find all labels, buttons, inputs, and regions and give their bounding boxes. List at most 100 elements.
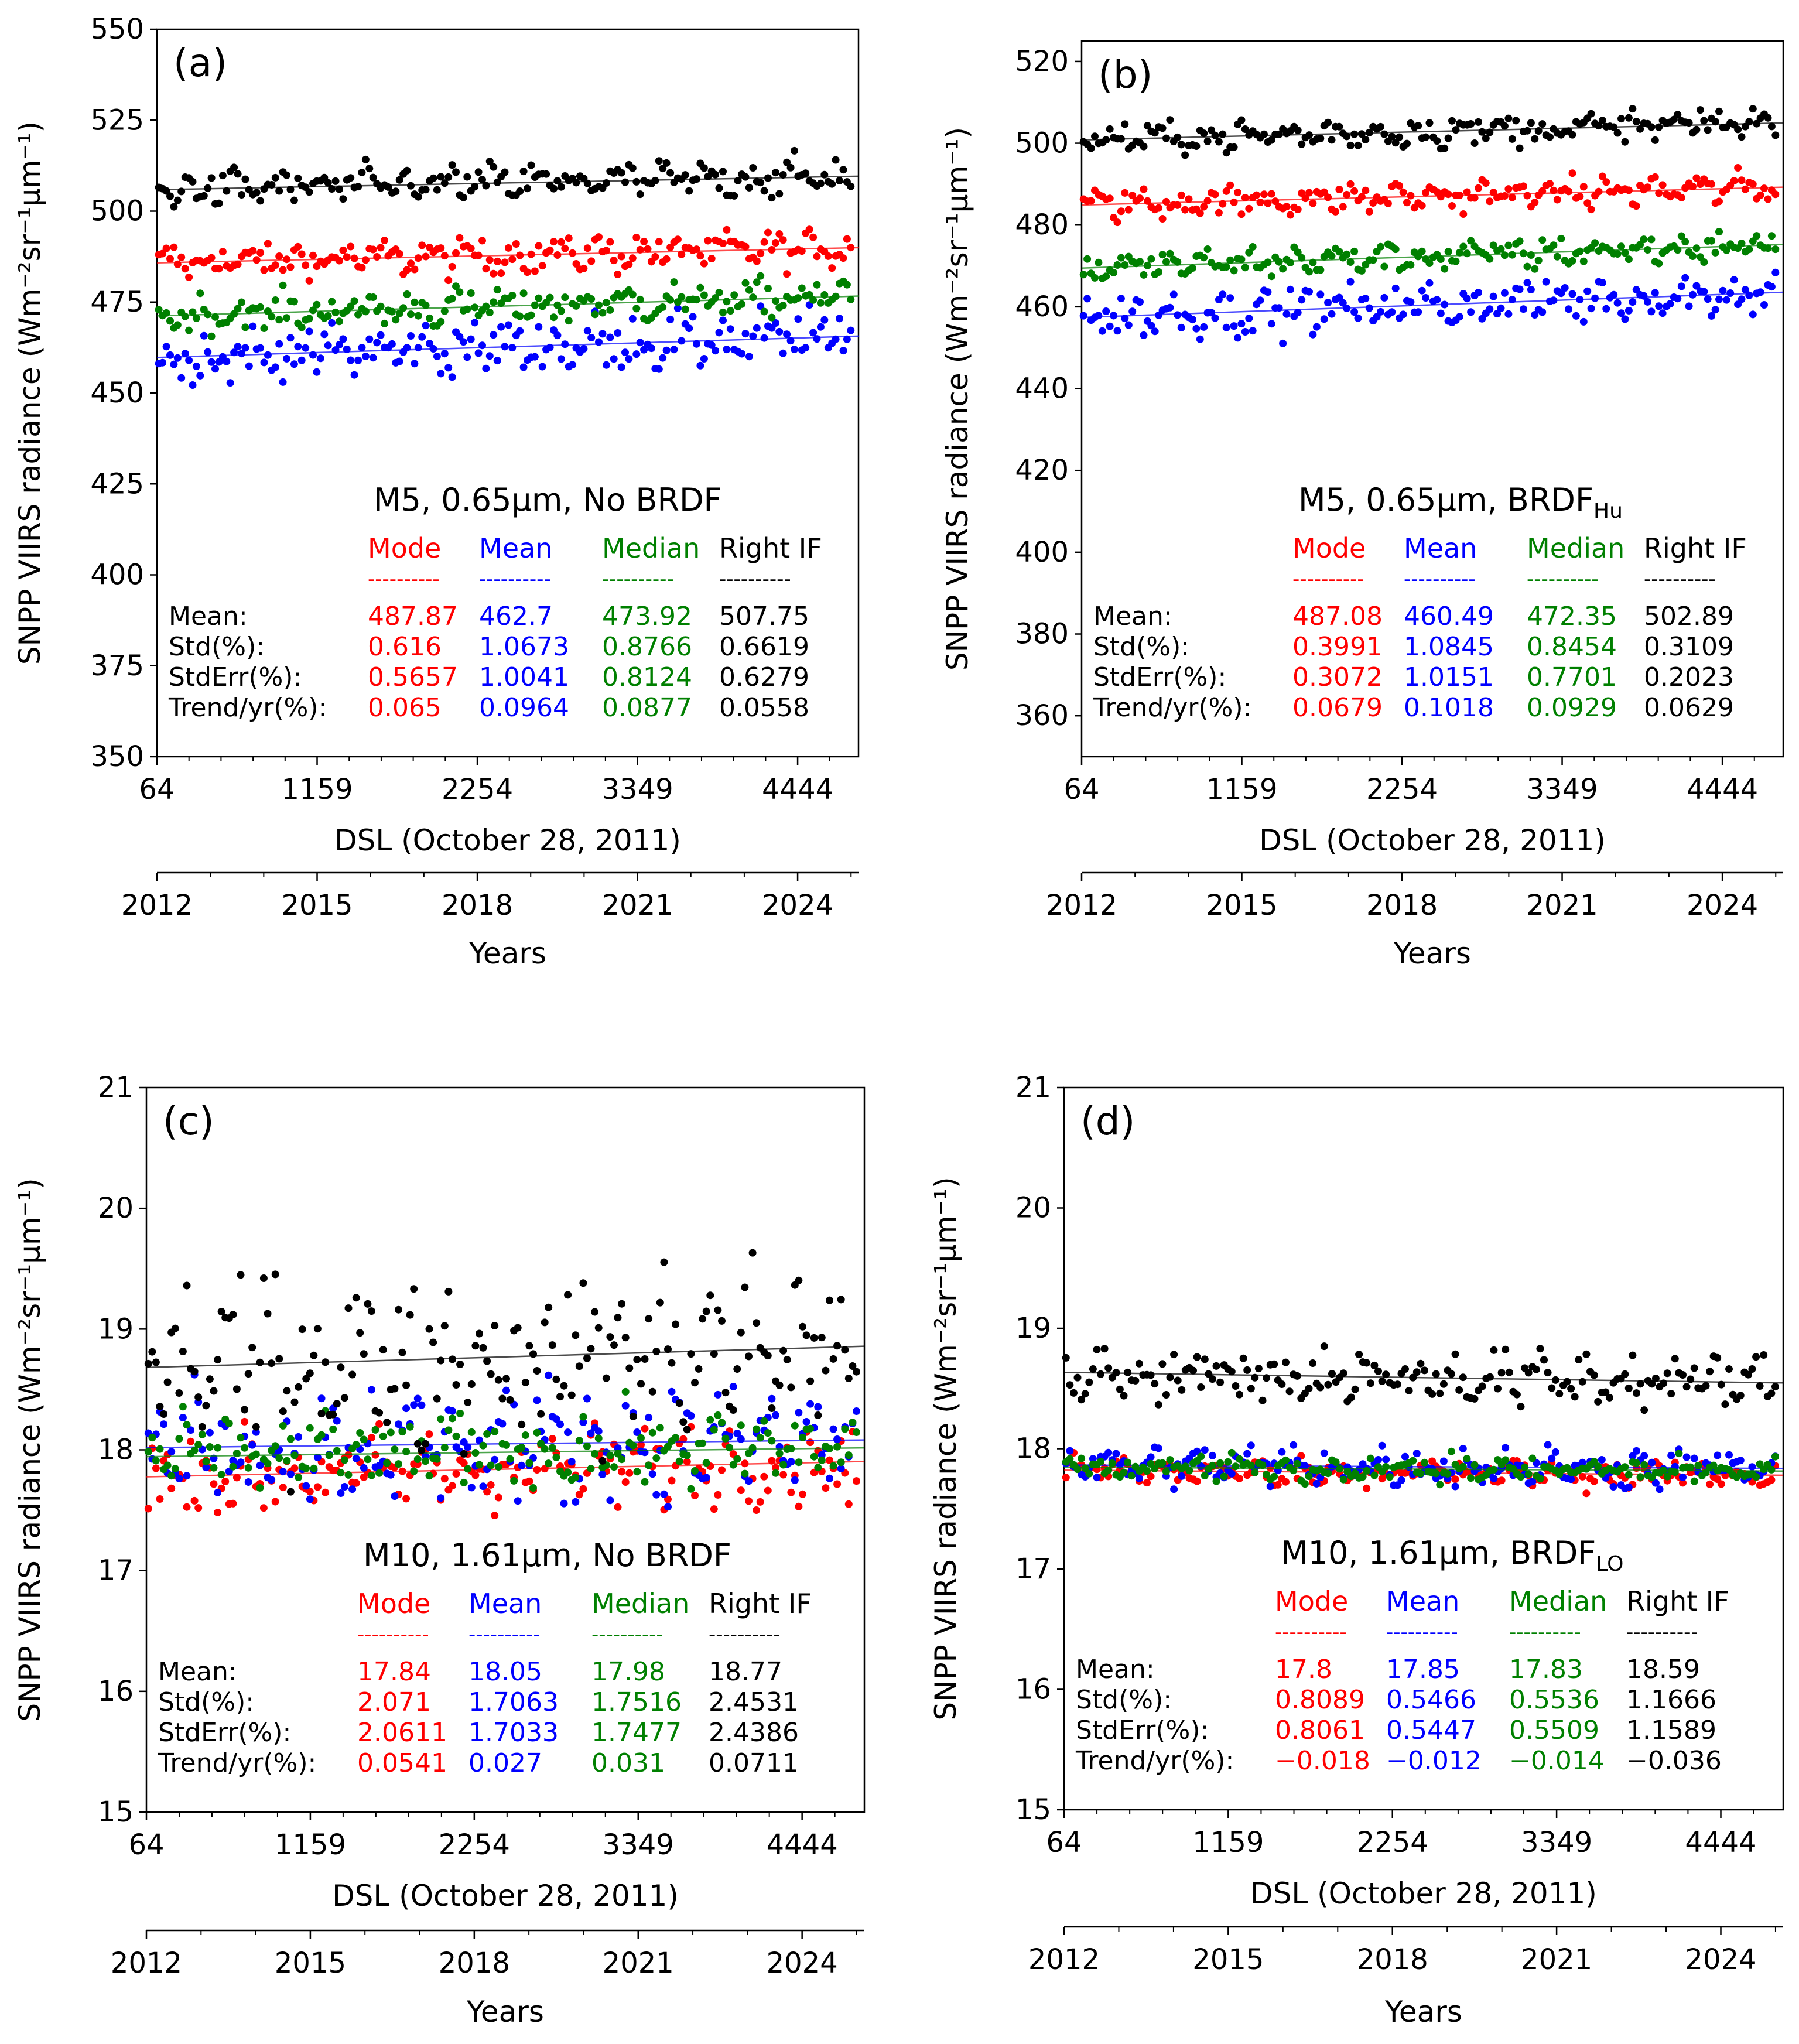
data-point xyxy=(564,1291,572,1299)
data-point xyxy=(347,302,355,310)
data-point xyxy=(316,354,324,363)
data-point xyxy=(1417,1469,1425,1478)
data-point xyxy=(1557,289,1565,298)
data-point xyxy=(1346,258,1355,266)
data-point xyxy=(1459,242,1468,251)
data-point xyxy=(598,330,607,338)
data-point xyxy=(726,1444,734,1452)
data-point xyxy=(719,239,727,247)
data-point xyxy=(1365,304,1373,312)
data-point xyxy=(689,313,697,321)
stats-title: M5, 0.65μm, BRDFHu xyxy=(1298,481,1623,523)
trend-line xyxy=(156,247,859,264)
data-point xyxy=(449,1414,456,1423)
data-point xyxy=(298,1325,306,1334)
data-point xyxy=(464,1443,472,1451)
data-point xyxy=(367,1386,375,1394)
x-tick-label: 64 xyxy=(1063,773,1099,806)
data-point xyxy=(283,354,290,363)
data-point xyxy=(268,181,276,189)
data-point xyxy=(148,1434,156,1442)
stats-value: 1.7033 xyxy=(468,1718,559,1748)
data-point xyxy=(1576,193,1584,200)
data-point xyxy=(175,1475,183,1482)
x-axis-label: DSL (October 28, 2011) xyxy=(332,1879,679,1913)
data-point xyxy=(234,260,242,268)
stats-value: 1.0673 xyxy=(479,632,569,662)
data-point xyxy=(1264,199,1272,207)
data-point xyxy=(275,1454,283,1462)
y-tick-label: 17 xyxy=(1015,1553,1051,1585)
trend-line xyxy=(146,1447,865,1458)
data-point xyxy=(177,374,186,382)
data-point xyxy=(1401,1365,1409,1373)
data-point xyxy=(179,1414,187,1421)
data-point xyxy=(816,179,825,187)
data-point xyxy=(640,237,648,245)
data-point xyxy=(1343,250,1351,258)
panel-label: (c) xyxy=(163,1099,214,1144)
y-tick-label: 350 xyxy=(90,740,144,773)
data-point xyxy=(279,266,287,274)
data-point xyxy=(537,1440,545,1448)
data-point xyxy=(1104,1364,1113,1372)
data-point xyxy=(1647,307,1656,316)
data-point xyxy=(1140,331,1148,339)
data-point xyxy=(1663,1369,1671,1378)
data-point xyxy=(1220,1472,1228,1481)
data-point xyxy=(1258,1396,1267,1404)
data-point xyxy=(824,252,832,260)
data-point xyxy=(1143,122,1151,130)
data-point xyxy=(621,1478,630,1486)
data-point xyxy=(1140,185,1148,193)
year-axis-label: Years xyxy=(1393,936,1471,970)
data-point xyxy=(779,349,787,357)
data-point xyxy=(456,234,464,242)
data-point xyxy=(413,1394,422,1403)
data-point xyxy=(1158,1459,1167,1467)
data-point xyxy=(828,264,836,272)
data-point xyxy=(1448,1447,1455,1455)
stats-row-label: Mean: xyxy=(1093,601,1172,631)
data-point xyxy=(844,1451,853,1459)
data-point xyxy=(783,330,791,339)
data-point xyxy=(1520,182,1527,190)
data-point xyxy=(679,1418,688,1426)
data-point xyxy=(579,1418,587,1426)
data-point xyxy=(1656,1485,1664,1493)
data-point xyxy=(1463,188,1471,196)
data-point xyxy=(1362,135,1370,143)
data-point xyxy=(375,1469,384,1477)
data-point xyxy=(407,182,415,190)
stats-backdrop xyxy=(151,1519,860,1805)
data-point xyxy=(1478,128,1486,136)
data-point xyxy=(1624,186,1633,194)
data-point xyxy=(452,282,460,290)
stats-value: 1.1666 xyxy=(1626,1685,1716,1715)
stats-value: 0.027 xyxy=(468,1748,542,1778)
stats-value: 0.2023 xyxy=(1644,662,1734,692)
data-point xyxy=(602,1374,610,1382)
data-point xyxy=(826,1474,833,1482)
stats-row-label: Std(%): xyxy=(169,632,265,662)
data-point xyxy=(1237,210,1246,218)
data-point xyxy=(1363,1484,1371,1492)
data-point xyxy=(1725,1465,1733,1474)
data-point xyxy=(621,1387,630,1396)
y-tick-label: 380 xyxy=(1015,618,1069,651)
stats-column-header: Right IF xyxy=(1626,1585,1729,1617)
data-point xyxy=(537,1410,545,1418)
data-point xyxy=(497,269,505,278)
data-point xyxy=(279,281,287,289)
data-point xyxy=(482,265,490,273)
data-point xyxy=(271,1498,279,1506)
data-point xyxy=(587,1345,595,1353)
data-point xyxy=(839,347,847,355)
data-point xyxy=(448,262,456,271)
data-point xyxy=(1211,190,1219,199)
data-point xyxy=(1452,126,1460,134)
data-point xyxy=(802,1418,810,1426)
data-point xyxy=(411,298,419,306)
data-point xyxy=(358,264,366,272)
